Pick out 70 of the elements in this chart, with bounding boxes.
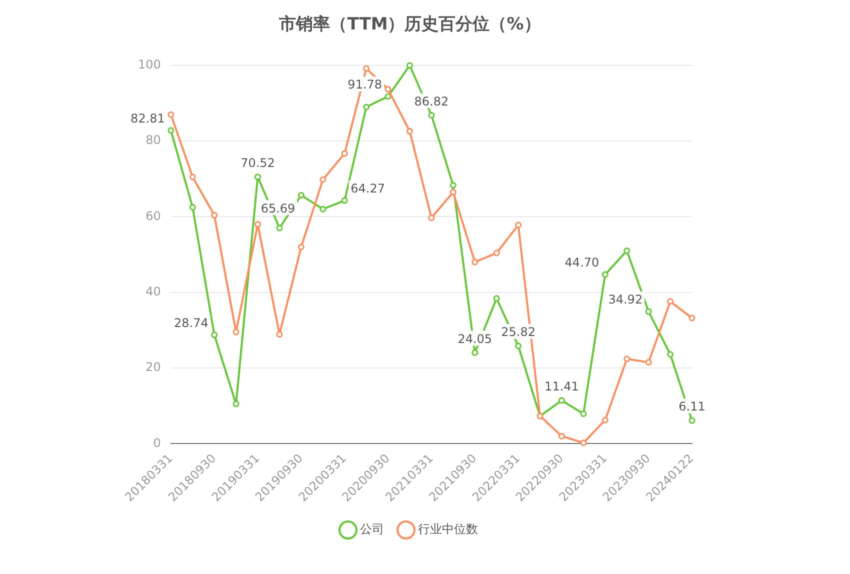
- point: [667, 351, 674, 358]
- point: [493, 295, 500, 302]
- point: [450, 188, 456, 196]
- point: [232, 328, 240, 336]
- data-label: 86.82: [414, 94, 449, 108]
- data-label: 64.27: [350, 182, 385, 196]
- point: [189, 204, 196, 210]
- point: [276, 224, 283, 232]
- legend-label: 行业中位数: [418, 522, 478, 536]
- point: [645, 308, 652, 315]
- point: [624, 356, 630, 362]
- point: [211, 212, 218, 218]
- data-label: 6.11: [678, 400, 706, 414]
- point: [472, 258, 478, 266]
- point: [450, 182, 456, 189]
- point: [363, 104, 370, 110]
- point: [232, 400, 240, 408]
- y-tick-label: 20: [146, 360, 161, 374]
- point: [688, 314, 696, 322]
- point: [580, 440, 587, 446]
- point: [276, 331, 283, 338]
- point: [298, 244, 304, 250]
- chart-title: 市销率（TTM）历史百分位（%）: [278, 14, 541, 35]
- point: [320, 176, 326, 183]
- data-label: 24.05: [458, 332, 492, 346]
- y-tick-label: 80: [146, 133, 161, 148]
- point: [363, 65, 370, 72]
- point: [580, 410, 587, 417]
- y-tick-label: 40: [146, 284, 161, 298]
- point: [602, 271, 608, 278]
- data-label: 11.41: [544, 380, 579, 394]
- point: [168, 127, 174, 134]
- point: [189, 174, 196, 180]
- point: [558, 432, 565, 440]
- point: [493, 250, 500, 256]
- data-label: 70.52: [240, 156, 275, 170]
- point: [406, 62, 413, 69]
- point: [515, 342, 522, 350]
- point: [688, 417, 696, 424]
- point: [515, 222, 522, 228]
- point: [602, 416, 608, 424]
- data-label: 28.74: [174, 316, 208, 330]
- point: [168, 111, 174, 118]
- y-tick-label: 60: [146, 208, 161, 223]
- point: [624, 247, 630, 254]
- data-label: 91.78: [348, 78, 382, 92]
- point: [406, 128, 413, 134]
- data-label: 34.92: [608, 292, 643, 307]
- point: [341, 150, 348, 157]
- point: [341, 197, 348, 204]
- point: [298, 192, 304, 198]
- point: [254, 221, 262, 228]
- legend-label: 公司: [360, 522, 384, 536]
- point: [645, 359, 652, 366]
- y-tick-label: 100: [138, 58, 161, 72]
- point: [211, 332, 218, 338]
- point: [254, 174, 262, 180]
- point: [558, 397, 565, 404]
- data-label: 82.81: [130, 112, 165, 126]
- point: [428, 214, 435, 222]
- point: [428, 112, 435, 118]
- point: [472, 349, 478, 356]
- y-tick-label: 0: [153, 436, 161, 450]
- point: [384, 86, 392, 92]
- point: [667, 298, 674, 305]
- data-label: 25.82: [501, 325, 536, 340]
- data-label: 44.70: [564, 256, 600, 270]
- point: [320, 206, 326, 212]
- point: [384, 93, 392, 100]
- data-label: 65.69: [260, 201, 296, 216]
